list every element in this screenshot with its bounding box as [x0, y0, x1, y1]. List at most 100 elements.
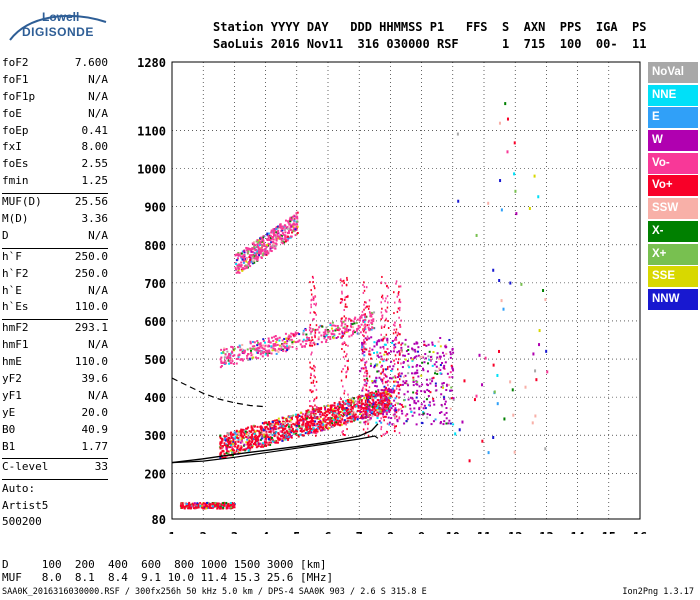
echo-point [241, 348, 244, 351]
echo-point [417, 346, 420, 349]
echo-point [343, 330, 346, 333]
echo-point [406, 418, 409, 421]
echo-point [463, 379, 466, 383]
echo-point [304, 416, 307, 419]
echo-point [257, 241, 260, 244]
echo-point [275, 422, 278, 425]
echo-point [511, 388, 514, 392]
echo-point [235, 271, 238, 274]
echo-point [315, 405, 318, 408]
echo-point [347, 405, 350, 408]
echo-point [345, 410, 348, 413]
echo-point [237, 346, 240, 349]
echo-point [452, 423, 455, 426]
echo-point [367, 307, 370, 310]
echo-point [346, 370, 348, 373]
echo-point [227, 359, 230, 362]
echo-point [333, 401, 336, 404]
echo-point [273, 335, 276, 338]
echo-point [388, 390, 391, 393]
echo-point [382, 392, 385, 395]
echo-point [351, 326, 354, 329]
param-name: hmF1 [2, 338, 29, 352]
echo-point [366, 397, 369, 400]
echo-point [288, 339, 291, 342]
echo-point [318, 427, 321, 430]
echo-point [246, 437, 249, 440]
echo-point [452, 369, 455, 372]
echo-point [238, 344, 241, 347]
echo-point [373, 364, 376, 367]
echo-point [361, 394, 364, 397]
x-tick-label: 1 [168, 530, 175, 534]
echo-point [380, 428, 382, 431]
echo-point [232, 362, 235, 365]
echo-point [318, 407, 321, 410]
echo-point [349, 325, 352, 328]
echo-point [257, 350, 260, 353]
echo-point [402, 399, 405, 402]
echo-point [284, 434, 287, 437]
echo-point [270, 346, 273, 349]
echo-point [385, 407, 387, 410]
echo-point [281, 240, 284, 243]
echo-point [290, 421, 293, 424]
echo-point [542, 288, 545, 292]
echo-point [276, 441, 279, 444]
echo-point [422, 411, 425, 414]
distance-muf-table: D 100 200 400 600 800 1000 1500 3000 [km… [2, 558, 333, 584]
echo-point [262, 236, 265, 239]
echo-point [368, 311, 371, 314]
echo-point [407, 372, 410, 375]
echo-point [250, 254, 253, 257]
echo-point [309, 400, 311, 403]
echo-point [341, 418, 343, 421]
echo-point [272, 427, 275, 430]
echo-point [239, 441, 242, 444]
echo-point [251, 427, 254, 430]
echo-point [382, 337, 385, 340]
echo-point [348, 335, 351, 338]
echo-point [298, 333, 301, 336]
echo-point [365, 395, 368, 398]
echo-point [393, 391, 395, 394]
echo-point [310, 339, 312, 342]
echo-point [422, 369, 425, 372]
echo-point [384, 368, 387, 371]
echo-point [259, 242, 262, 245]
echo-point [329, 418, 332, 421]
echo-point [371, 415, 374, 418]
echo-point [323, 417, 326, 420]
echo-point [348, 398, 351, 401]
echo-point [287, 425, 290, 428]
echo-point [274, 236, 277, 239]
echo-point [272, 241, 275, 244]
echo-point [288, 420, 291, 423]
echo-point [451, 366, 454, 369]
echo-point [255, 248, 258, 251]
echo-point [365, 415, 368, 418]
echo-point [355, 410, 358, 413]
echo-point [312, 296, 315, 299]
echo-point [313, 287, 316, 290]
echo-point [240, 439, 243, 442]
echo-point [380, 403, 383, 406]
echo-point [440, 386, 443, 389]
param-separator [2, 479, 108, 481]
echo-point [327, 331, 330, 334]
echo-point [399, 403, 402, 406]
echo-point [388, 410, 391, 413]
echo-point [358, 319, 361, 322]
echo-point [261, 241, 264, 244]
echo-point [398, 374, 400, 377]
echo-point [386, 284, 388, 287]
echo-point [349, 399, 352, 402]
echo-point [352, 329, 355, 332]
echo-point [228, 433, 231, 436]
echo-point [445, 411, 448, 414]
echo-point [311, 367, 313, 370]
echo-point [267, 337, 270, 340]
echo-point [329, 423, 332, 426]
echo-point [361, 348, 364, 351]
echo-point [284, 419, 287, 422]
